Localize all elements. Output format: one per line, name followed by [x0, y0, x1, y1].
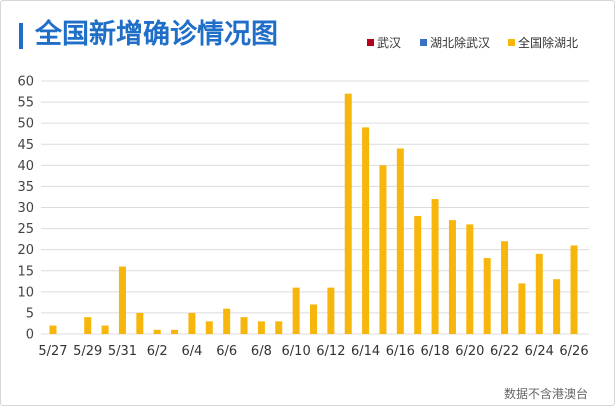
y-tick-label: 15 [17, 264, 34, 279]
bar-6-21-series-2 [483, 258, 491, 334]
x-tick-label: 5/31 [108, 344, 137, 359]
bar-5-31-series-2 [118, 266, 126, 334]
x-axis-labels: 5/27 5/29 5/31 6/2 6/4 6/6 6/8 6/10 6/12 6/14 6/16… [38, 344, 588, 359]
x-tick-label: 6/6 [216, 344, 237, 359]
x-tick-label: 6/10 [282, 344, 311, 359]
bar-6-7-series-2 [240, 317, 248, 334]
y-tick-label: 45 [17, 138, 34, 153]
bar-6-19-series-2 [448, 220, 456, 334]
bar-6-26-series-2 [570, 245, 578, 334]
y-tick-label: 35 [17, 180, 34, 195]
y-tick-label: 20 [17, 243, 34, 258]
y-tick-label: 0 [26, 328, 34, 343]
bar-6-5-series-2 [205, 321, 213, 334]
bar-6-20-series-2 [466, 224, 474, 334]
bar-6-8-series-2 [257, 321, 265, 334]
bars [49, 93, 578, 335]
footnote: 数据不含港澳台 [503, 387, 588, 401]
x-tick-label: 6/4 [181, 344, 202, 359]
y-tick-label: 50 [17, 117, 34, 132]
bar-6-3-series-2 [171, 329, 179, 334]
bar-6-24-series-2 [535, 253, 543, 334]
bar-6-10-series-2 [292, 287, 300, 334]
bar-6-14-series-2 [362, 127, 370, 334]
legend-item-wuhan: 武汉 [367, 34, 401, 50]
bar-6-16-series-2 [396, 148, 404, 334]
y-tick-label: 40 [17, 159, 34, 174]
x-tick-label: 6/18 [420, 344, 449, 359]
legend-label-national-excl-hubei: 全国除湖北 [518, 35, 579, 50]
x-tick-label: 6/16 [386, 344, 415, 359]
chart-title: 全国新增确诊情况图 [35, 19, 278, 50]
bar-5-27-series-2 [49, 325, 57, 334]
legend-swatch-national-excl-hubei [508, 38, 515, 46]
bar-6-11-series-2 [310, 304, 317, 334]
bar-6-6-series-2 [223, 308, 231, 334]
bar-6-12-series-2 [327, 287, 335, 334]
legend-item-national-excl-hubei: 全国除湖北 [508, 34, 578, 50]
x-tick-label: 6/14 [351, 344, 380, 359]
legend-label-wuhan: 武汉 [377, 35, 402, 50]
x-tick-label: 6/24 [525, 344, 554, 359]
bar-5-29-series-2 [84, 317, 92, 334]
x-tick-label: 5/27 [38, 344, 67, 359]
x-tick-label: 6/20 [455, 344, 484, 359]
y-axis-labels: 0 5 10 15 20 25 30 35 40 45 50 55 60 [17, 75, 34, 343]
bar-6-18-series-2 [431, 199, 439, 334]
y-tick-label: 60 [17, 75, 34, 90]
legend-swatch-hubei-excl-wuhan [420, 38, 427, 46]
gridlines [41, 80, 589, 335]
bar-6-1-series-2 [136, 312, 144, 334]
x-tick-label: 6/2 [147, 344, 168, 359]
bar-6-22-series-2 [501, 241, 509, 334]
bar-6-2-series-2 [153, 329, 161, 334]
y-tick-label: 10 [17, 285, 34, 300]
bar-6-15-series-2 [379, 165, 387, 334]
bar-6-13-series-2 [344, 93, 352, 335]
bar-6-23-series-2 [518, 283, 526, 334]
legend-label-hubei-excl-wuhan: 湖北除武汉 [430, 35, 491, 50]
bar-6-17-series-2 [414, 215, 422, 334]
bar-6-25-series-2 [553, 279, 561, 334]
legend-item-hubei-excl-wuhan: 湖北除武汉 [420, 34, 490, 50]
bar-6-9-series-2 [275, 321, 283, 334]
legend-swatch-wuhan [367, 38, 374, 46]
y-tick-label: 5 [26, 306, 34, 321]
x-tick-label: 6/8 [251, 344, 272, 359]
y-tick-label: 25 [17, 222, 34, 237]
y-tick-label: 55 [17, 96, 34, 111]
x-tick-label: 6/12 [316, 344, 345, 359]
x-tick-label: 6/22 [490, 344, 519, 359]
y-tick-label: 30 [17, 201, 34, 216]
bar-6-4-series-2 [188, 312, 196, 334]
x-tick-label: 5/29 [73, 344, 102, 359]
x-tick-label: 6/26 [559, 344, 588, 359]
title-accent-bar [19, 23, 23, 49]
bar-5-30-series-2 [101, 325, 109, 334]
